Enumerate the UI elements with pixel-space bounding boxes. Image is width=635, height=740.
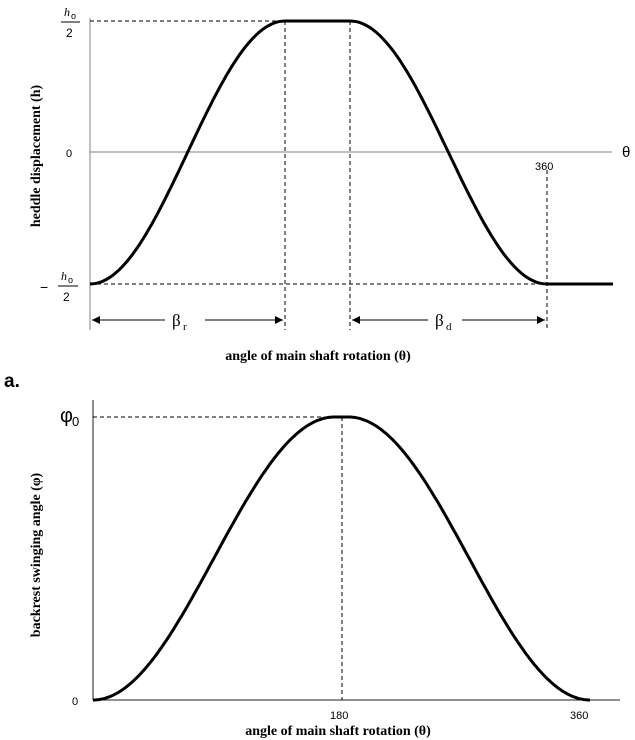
panel-b: φ 0 0 180 360 backrest swinging angle (φ…	[29, 400, 620, 739]
panel-a-ytick-bot-num: h	[61, 269, 67, 283]
panel-b-backrest-curve	[93, 415, 590, 702]
panel-a-y-label: heddle displacement (h)	[29, 84, 44, 227]
panel-a-beta-r: β	[172, 311, 181, 330]
panel-a-ytick-bot-den: 2	[63, 290, 70, 304]
panel-a: h o 2 0 − h o 2 360 θ heddle displacemen…	[4, 5, 630, 392]
panel-b-xtick-180: 180	[330, 710, 348, 722]
panel-a-ytick-bot-sub: o	[68, 275, 73, 285]
panel-a-ytick-top-sub: o	[71, 11, 76, 21]
panel-a-x-label: angle of main shaft rotation (θ)	[225, 349, 411, 364]
panel-a-beta-r-sub: r	[183, 321, 187, 333]
panel-b-xtick-360: 360	[570, 710, 588, 722]
panel-a-beta-d-dimension	[352, 316, 545, 324]
panel-a-beta-d-sub: d	[446, 321, 452, 333]
panel-a-ytick-zero: 0	[66, 148, 72, 160]
panel-a-beta-d: β	[435, 311, 444, 330]
panel-a-x-symbol: θ	[622, 144, 630, 161]
panel-a-ytick-bot-sign: −	[40, 279, 48, 295]
panel-b-y-label: backrest swinging angle (φ)	[29, 472, 44, 637]
panel-a-xtick-360: 360	[535, 161, 553, 173]
panel-b-ytick-top: φ	[60, 405, 73, 427]
panel-b-ytick-zero: 0	[72, 696, 78, 708]
panel-a-heddle-curve	[89, 19, 613, 286]
panel-b-x-label: angle of main shaft rotation (θ)	[245, 724, 431, 739]
panel-a-ytick-top-den: 2	[66, 26, 73, 40]
panel-a-beta-r-dimension	[92, 316, 283, 324]
panel-a-ytick-top-num: h	[64, 5, 70, 19]
panel-b-ytick-top-sub: 0	[72, 414, 79, 429]
panel-a-letter: a.	[4, 371, 20, 392]
